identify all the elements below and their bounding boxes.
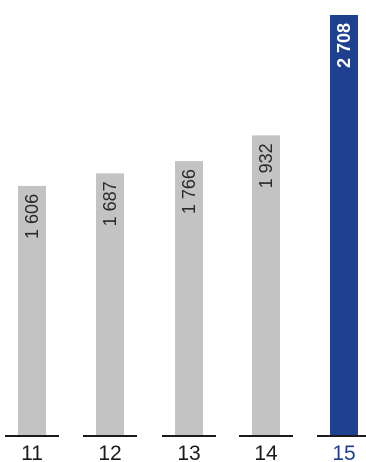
data-label-15: 2 708 bbox=[334, 23, 354, 68]
x-tick-label-12: 12 bbox=[98, 442, 121, 462]
x-tick-label-11: 11 bbox=[21, 442, 43, 462]
bar-11 bbox=[18, 185, 46, 435]
bar-14 bbox=[252, 135, 280, 436]
bar-13 bbox=[175, 161, 203, 435]
data-label-13: 1 766 bbox=[179, 169, 199, 214]
x-tick-label-13: 13 bbox=[177, 442, 200, 462]
x-tick-label-15: 15 bbox=[332, 442, 355, 462]
x-axis: 11 12 13 14 15 bbox=[5, 435, 366, 462]
bar-15 bbox=[330, 15, 358, 435]
data-label-12: 1 687 bbox=[100, 181, 120, 226]
data-label-11: 1 606 bbox=[22, 194, 42, 239]
bars-group: 1 606 1 687 1 766 1 932 2 708 bbox=[18, 15, 358, 436]
bar-12 bbox=[96, 173, 124, 435]
x-tick-label-14: 14 bbox=[254, 442, 278, 462]
data-label-14: 1 932 bbox=[256, 143, 276, 188]
